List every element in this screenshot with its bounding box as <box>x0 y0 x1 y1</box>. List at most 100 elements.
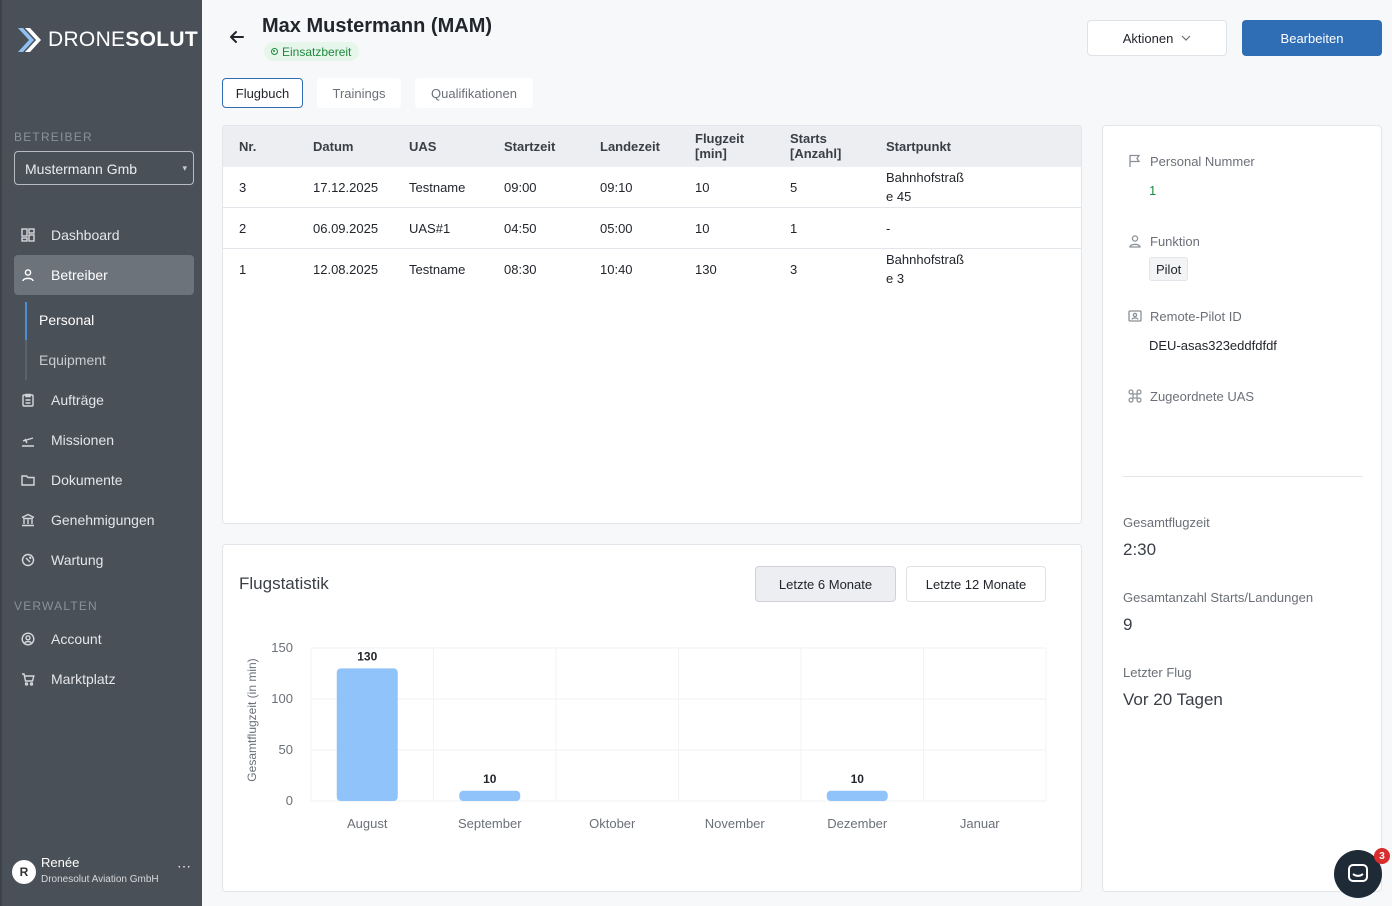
back-arrow-icon[interactable] <box>227 27 247 47</box>
page-title: Max Mustermann (MAM) <box>262 15 493 37</box>
cell-datum: 17.12.2025 <box>313 180 379 195</box>
organization-select[interactable]: Mustermann Gmb ▾ <box>14 151 194 185</box>
cell-startzeit: 09:00 <box>504 180 537 195</box>
cell-datum: 06.09.2025 <box>313 221 379 236</box>
sidebar-item-label: Missionen <box>51 432 115 448</box>
cell-startpunkt: Bahnhofstraß e 45 <box>886 170 965 204</box>
cell-uas: UAS#1 <box>409 221 451 236</box>
col-header-uas: UAS <box>409 139 437 154</box>
cell-startzeit: 08:30 <box>504 262 537 277</box>
personal-number-value: 1 <box>1149 183 1157 198</box>
total-starts-label: Gesamtanzahl Starts/Landungen <box>1123 590 1314 605</box>
y-tick-label: 50 <box>279 742 293 757</box>
flight-time-bar-chart: 0 50 100 150 Gesamtflugzeit (in min) 130 Augus… <box>245 640 1047 831</box>
x-tick-label: September <box>458 816 522 831</box>
brand-name-bold: SOLUT <box>125 28 199 51</box>
col-header-starts: Starts [Anzahl] <box>790 131 842 161</box>
sidebar-item-label: Wartung <box>51 552 104 568</box>
chevron-down-icon: ▾ <box>182 163 187 173</box>
divider <box>1123 476 1363 477</box>
y-tick-label: 100 <box>271 691 293 706</box>
cell-landezeit: 09:10 <box>600 180 633 195</box>
sidebar-item-label: Betreiber <box>51 267 108 283</box>
user-organization: Dronesolut Aviation GmbH <box>41 874 159 885</box>
last-flight-value: Vor 20 Tagen <box>1123 690 1223 709</box>
flight-statistics-card: Flugstatistik Letzte 6 Monate Letzte 12 … <box>222 544 1082 892</box>
sidebar-item-label: Account <box>51 631 102 647</box>
bank-icon <box>20 512 36 528</box>
sidebar-item-dokumente[interactable]: Dokumente <box>14 460 194 500</box>
col-header-landezeit: Landezeit <box>600 139 660 154</box>
cell-landezeit: 05:00 <box>600 221 633 236</box>
range-6-months-button[interactable]: Letzte 6 Monate <box>755 566 896 602</box>
table-row[interactable]: 2 06.09.2025 UAS#1 04:50 05:00 10 1 - <box>223 208 1081 249</box>
status-dot-icon <box>271 48 278 55</box>
edit-button[interactable]: Bearbeiten <box>1242 20 1382 56</box>
user-name: Renée <box>41 855 80 870</box>
data-label: 130 <box>357 649 377 663</box>
chart-bar <box>336 668 398 801</box>
x-tick-label: Januar <box>960 816 1000 831</box>
col-header-flugzeit: Flugzeit [min] <box>695 131 745 161</box>
status-badge-label: Einsatzbereit <box>282 44 352 59</box>
wrench-icon <box>20 552 36 568</box>
user-icon <box>20 267 36 283</box>
sidebar-item-label: Aufträge <box>51 392 104 408</box>
cell-flugzeit: 10 <box>695 221 710 236</box>
notification-count-badge: 3 <box>1374 848 1390 864</box>
sidebar-item-betreiber[interactable]: Betreiber <box>14 255 194 295</box>
cell-starts: 3 <box>790 262 798 277</box>
cell-flugzeit: 10 <box>695 180 710 195</box>
cell-startpunkt: Bahnhofstraß e 3 <box>886 252 965 286</box>
tab-flugbuch[interactable]: Flugbuch <box>222 78 303 108</box>
more-options-icon[interactable]: ⋯ <box>177 858 192 874</box>
dashboard-icon <box>20 227 36 243</box>
table-row[interactable]: 3 17.12.2025 Testname 09:00 09:10 10 5 B… <box>223 167 1081 208</box>
range-12-months-button[interactable]: Letzte 12 Monate <box>906 566 1046 602</box>
actions-dropdown-button[interactable]: Aktionen <box>1087 20 1227 56</box>
brand-logo[interactable]: DRONE SOLUT <box>16 26 198 54</box>
cell-flugzeit: 130 <box>695 262 717 277</box>
sidebar-item-marktplatz[interactable]: Marktplatz <box>14 659 194 699</box>
drone-icon <box>1127 388 1143 404</box>
tab-trainings[interactable]: Trainings <box>317 78 401 108</box>
data-label: 10 <box>851 772 865 786</box>
x-tick-label: November <box>705 816 766 831</box>
section-label-betreiber: BETREIBER <box>14 130 93 144</box>
sidebar-item-dashboard[interactable]: Dashboard <box>14 215 194 255</box>
x-tick-label: Oktober <box>589 816 636 831</box>
sidebar-subitem-equipment[interactable]: Equipment <box>39 352 106 368</box>
data-label: 10 <box>483 772 497 786</box>
sidebar-item-label: Marktplatz <box>51 671 116 687</box>
sidebar: DRONE SOLUT BETREIBER Mustermann Gmb ▾ Da… <box>0 0 202 906</box>
sidebar-item-account[interactable]: Account <box>14 619 194 659</box>
total-flight-time-value: 2:30 <box>1123 540 1157 559</box>
user-icon <box>1127 233 1143 249</box>
user-profile[interactable]: R Renée Dronesolut Aviation GmbH ⋯ <box>12 852 194 892</box>
sidebar-item-auftraege[interactable]: Aufträge <box>14 380 194 420</box>
support-chat-button[interactable]: 3 <box>1334 848 1390 898</box>
clipboard-icon <box>20 392 36 408</box>
cell-datum: 12.08.2025 <box>313 262 379 277</box>
stats-title: Flugstatistik <box>239 574 329 593</box>
cell-nr: 3 <box>239 180 247 195</box>
cell-starts: 5 <box>790 180 798 195</box>
sidebar-item-missionen[interactable]: Missionen <box>14 420 194 460</box>
chat-icon <box>1348 864 1368 882</box>
sidebar-item-genehmigungen[interactable]: Genehmigungen <box>14 500 194 540</box>
remote-pilot-id-value: DEU-asas323eddfdfdf <box>1149 338 1277 353</box>
tab-qualifikationen[interactable]: Qualifikationen <box>415 78 533 108</box>
total-flight-time-label: Gesamtflugzeit <box>1123 515 1210 530</box>
chart-bar <box>459 790 521 801</box>
x-tick-label: August <box>347 816 388 831</box>
sidebar-subitem-personal[interactable]: Personal <box>39 312 95 328</box>
table-row[interactable]: 1 12.08.2025 Testname 08:30 10:40 130 3 … <box>223 249 1081 291</box>
personal-number-label: Personal Nummer <box>1127 153 1255 169</box>
sidebar-item-wartung[interactable]: Wartung <box>14 540 194 580</box>
sidebar-item-label: Genehmigungen <box>51 512 155 528</box>
col-header-datum: Datum <box>313 139 354 154</box>
chevron-down-icon <box>1181 35 1191 41</box>
function-chip: Pilot <box>1149 257 1189 281</box>
total-starts-value: 9 <box>1123 615 1133 634</box>
cell-nr: 1 <box>239 262 247 277</box>
